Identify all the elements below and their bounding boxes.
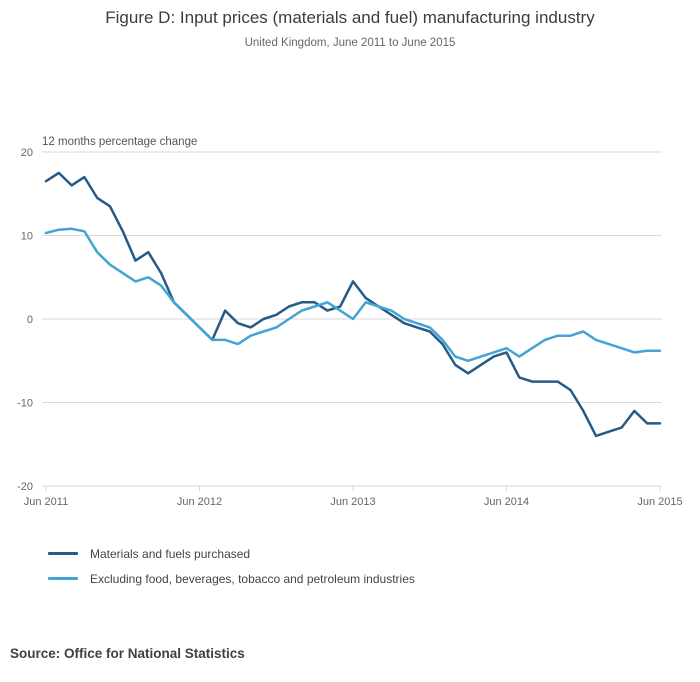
legend-item-materials: Materials and fuels purchased [48, 541, 415, 566]
svg-text:Jun 2011: Jun 2011 [24, 496, 68, 508]
svg-text:10: 10 [21, 231, 33, 243]
svg-text:Jun 2014: Jun 2014 [484, 496, 529, 508]
legend: Materials and fuels purchased Excluding … [48, 541, 415, 591]
legend-label-materials: Materials and fuels purchased [90, 546, 251, 561]
svg-text:-20: -20 [17, 481, 33, 493]
chart-subtitle: United Kingdom, June 2011 to June 2015 [244, 37, 456, 49]
legend-swatch-excluding [48, 577, 78, 580]
svg-text:Jun 2015: Jun 2015 [637, 496, 682, 508]
svg-text:20: 20 [21, 147, 33, 159]
svg-text:0: 0 [27, 314, 33, 326]
legend-item-excluding: Excluding food, beverages, tobacco and p… [48, 566, 415, 591]
svg-text:-10: -10 [17, 398, 33, 410]
svg-text:12 months percentage change: 12 months percentage change [42, 136, 197, 148]
source-note: Source: Office for National Statistics [10, 646, 245, 661]
legend-swatch-materials [48, 552, 78, 555]
svg-text:Jun 2012: Jun 2012 [177, 496, 222, 508]
legend-label-excluding: Excluding food, beverages, tobacco and p… [90, 571, 415, 586]
chart-title: Figure D: Input prices (materials and fu… [105, 8, 595, 27]
svg-text:Jun 2013: Jun 2013 [330, 496, 375, 508]
